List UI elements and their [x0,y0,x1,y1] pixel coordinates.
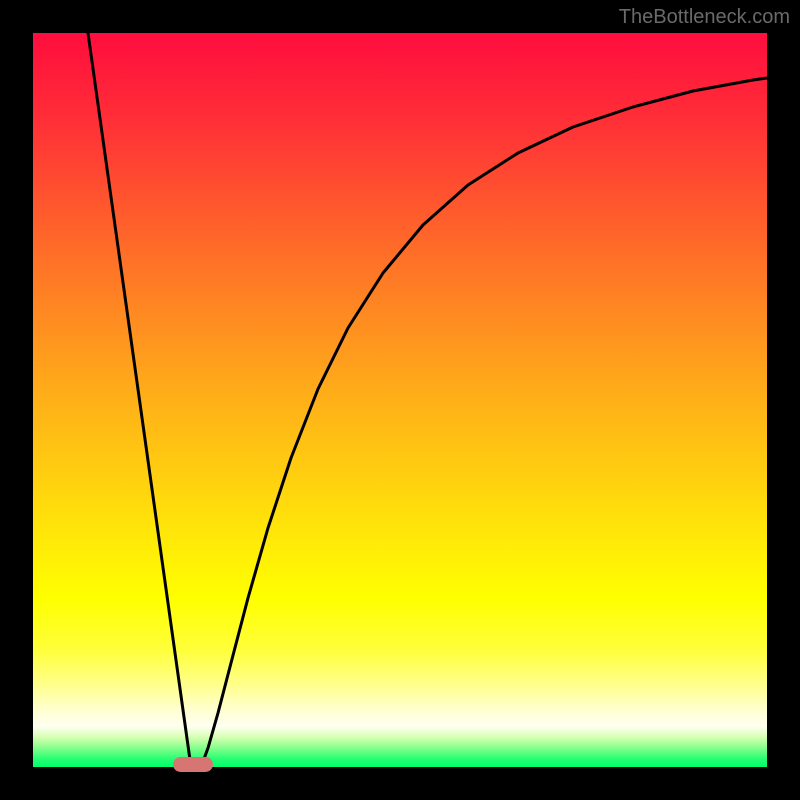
optimal-marker [173,757,213,772]
descending-line [88,33,191,767]
ascending-curve [201,78,767,767]
watermark-text: TheBottleneck.com [619,6,790,29]
chart-container: TheBottleneck.com [0,0,800,800]
curve-overlay [33,33,767,767]
plot-area [33,33,767,767]
